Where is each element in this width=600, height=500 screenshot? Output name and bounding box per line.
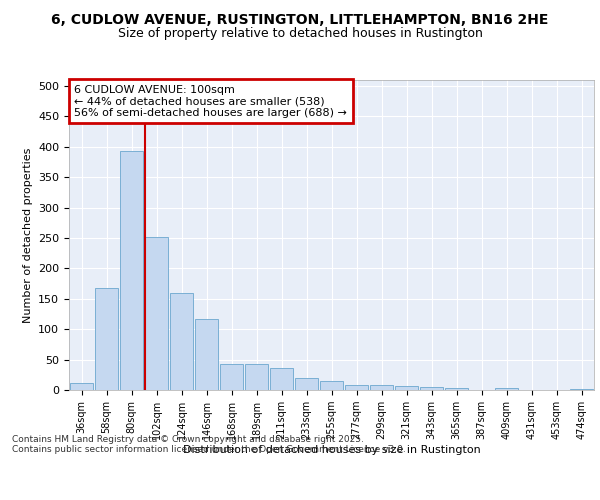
- Bar: [345, 384, 368, 390]
- Bar: [220, 364, 243, 390]
- Text: Size of property relative to detached houses in Rustington: Size of property relative to detached ho…: [118, 28, 482, 40]
- Bar: [370, 384, 393, 390]
- Bar: [295, 378, 318, 390]
- Text: 6, CUDLOW AVENUE, RUSTINGTON, LITTLEHAMPTON, BN16 2HE: 6, CUDLOW AVENUE, RUSTINGTON, LITTLEHAMP…: [52, 12, 548, 26]
- Bar: [120, 151, 143, 390]
- Bar: [420, 387, 443, 390]
- Text: 6 CUDLOW AVENUE: 100sqm
← 44% of detached houses are smaller (538)
56% of semi-d: 6 CUDLOW AVENUE: 100sqm ← 44% of detache…: [74, 84, 347, 118]
- Y-axis label: Number of detached properties: Number of detached properties: [23, 148, 32, 322]
- Bar: [270, 368, 293, 390]
- Bar: [95, 288, 118, 390]
- Bar: [195, 320, 218, 390]
- Text: Contains HM Land Registry data © Crown copyright and database right 2025.
Contai: Contains HM Land Registry data © Crown c…: [12, 435, 406, 454]
- Bar: [445, 388, 468, 390]
- Bar: [320, 382, 343, 390]
- Bar: [70, 384, 93, 390]
- Bar: [245, 364, 268, 390]
- Bar: [570, 389, 593, 390]
- Bar: [145, 237, 168, 390]
- X-axis label: Distribution of detached houses by size in Rustington: Distribution of detached houses by size …: [182, 445, 481, 455]
- Bar: [395, 386, 418, 390]
- Bar: [495, 388, 518, 390]
- Bar: [170, 292, 193, 390]
